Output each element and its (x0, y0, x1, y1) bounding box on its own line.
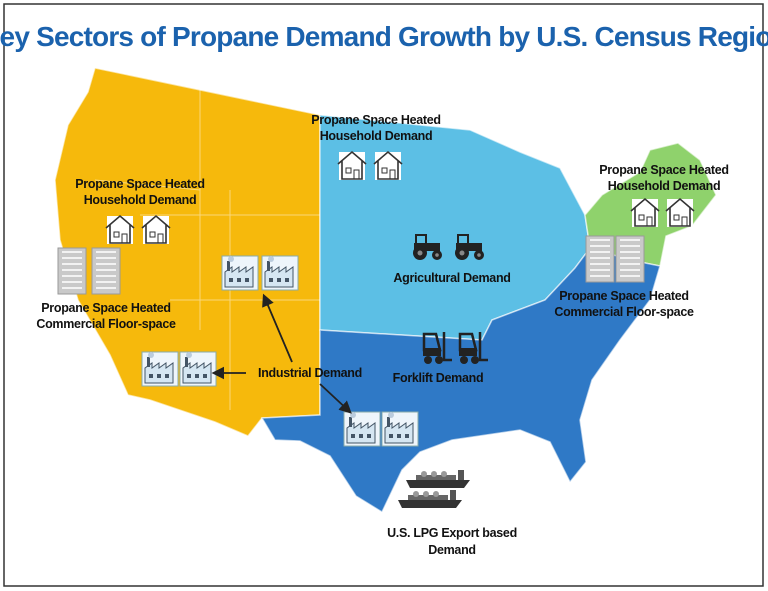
label: Propane Space Heated (559, 289, 688, 303)
label: Agricultural Demand (393, 271, 510, 285)
labels: Propane Space Heated Household Demand Pr… (36, 113, 729, 557)
label: Demand (428, 543, 476, 557)
label: Commercial Floor-space (554, 305, 694, 319)
state-lines (94, 86, 320, 410)
title: Key Sectors of Propane Demand Growth by … (0, 21, 768, 52)
label: Propane Space Heated (599, 163, 728, 177)
label: Household Demand (320, 129, 433, 143)
label: Household Demand (84, 193, 197, 207)
label: Household Demand (608, 179, 721, 193)
arrows (211, 293, 352, 414)
label: Propane Space Heated (41, 301, 170, 315)
label: Propane Space Heated (311, 113, 440, 127)
label: Propane Space Heated (75, 177, 204, 191)
label: Commercial Floor-space (36, 317, 176, 331)
label: U.S. LPG Export based (387, 526, 517, 540)
label: Forklift Demand (393, 371, 484, 385)
label: Industrial Demand (258, 366, 362, 380)
